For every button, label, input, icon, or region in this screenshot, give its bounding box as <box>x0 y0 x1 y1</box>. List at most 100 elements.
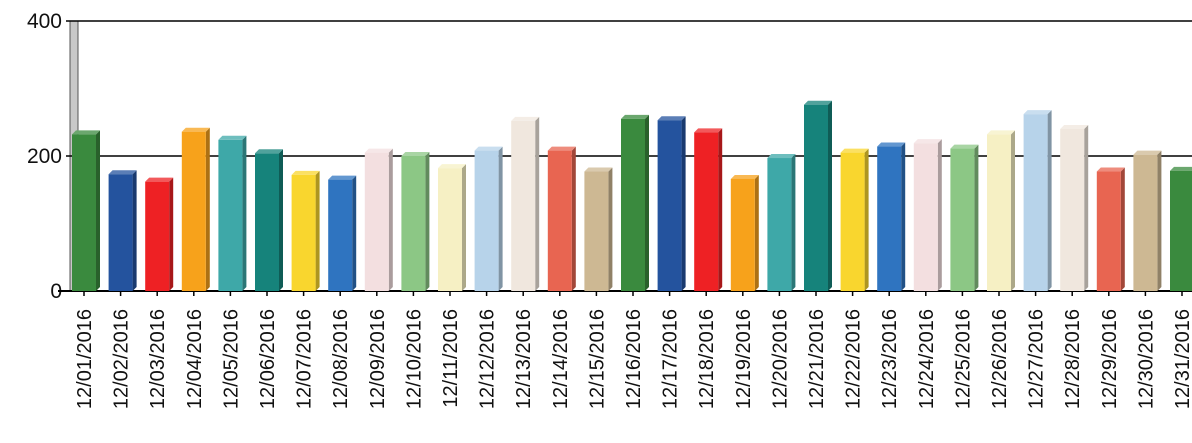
bar <box>328 175 357 291</box>
y-tick-label: 400 <box>27 10 62 33</box>
bar-top <box>657 116 686 121</box>
bar-side <box>681 116 686 291</box>
x-tick-label: 12/29/2016 <box>1099 309 1121 409</box>
bar-side <box>352 175 357 291</box>
bar-top <box>291 170 320 175</box>
bar-top <box>730 174 759 179</box>
x-tick-label: 12/16/2016 <box>623 309 645 409</box>
bar-side <box>388 148 393 291</box>
x-tick-label: 12/26/2016 <box>989 309 1011 409</box>
bar-top <box>255 149 283 154</box>
x-tick-label: 12/18/2016 <box>696 309 718 409</box>
bar-top <box>1096 167 1125 172</box>
x-tick-label: 12/10/2016 <box>403 309 425 409</box>
bar-front <box>328 179 353 291</box>
bar-side <box>1084 125 1089 291</box>
bar-top <box>181 127 210 132</box>
bar <box>584 167 613 291</box>
x-tick-label: 12/30/2016 <box>1135 309 1157 409</box>
x-tick-label: 12/08/2016 <box>330 309 352 409</box>
bar-front <box>730 178 755 291</box>
bar-top <box>877 142 906 147</box>
bar-top <box>1133 150 1162 155</box>
bar-top <box>913 139 942 144</box>
bar <box>877 142 906 291</box>
bar <box>364 148 393 291</box>
bar <box>511 116 540 292</box>
bar-side <box>1120 167 1125 291</box>
bar-side <box>937 139 942 291</box>
bar <box>1023 110 1052 292</box>
bar-top <box>694 128 723 133</box>
bar <box>108 170 137 291</box>
bar-side <box>425 152 430 291</box>
bar <box>255 149 283 291</box>
bar-front <box>218 139 243 291</box>
bar-front <box>1023 114 1048 292</box>
bar-front <box>1096 171 1121 291</box>
bar <box>474 146 503 291</box>
bar-front <box>108 174 133 291</box>
bar-top <box>767 154 796 159</box>
bar-side <box>1011 130 1015 291</box>
bar <box>1170 166 1192 291</box>
bar-side <box>96 130 100 291</box>
bar-top <box>474 146 503 151</box>
bar-side <box>791 154 796 291</box>
bar-side <box>718 128 723 291</box>
bar-front <box>767 158 792 291</box>
bar-top <box>584 167 613 172</box>
x-tick-label: 12/13/2016 <box>513 309 535 409</box>
x-tick-label: 12/04/2016 <box>184 309 206 409</box>
bar-top <box>145 177 174 182</box>
bar-front <box>547 150 572 291</box>
bar-side <box>974 144 979 291</box>
bar-side <box>242 135 247 291</box>
bar-front <box>987 134 1011 291</box>
bar-front <box>950 148 975 291</box>
x-tick-label: 12/27/2016 <box>1026 309 1048 409</box>
bar <box>1096 167 1125 291</box>
bar-side <box>132 170 137 291</box>
bar-top <box>547 146 576 151</box>
x-tick-label: 12/14/2016 <box>550 309 572 409</box>
bar-front <box>364 152 389 291</box>
x-tick-label: 12/01/2016 <box>74 309 96 409</box>
bar-front <box>804 104 828 291</box>
bar-front <box>657 120 682 291</box>
x-tick-label: 12/06/2016 <box>257 309 279 409</box>
x-tick-label: 12/09/2016 <box>367 309 389 409</box>
bar-top <box>438 164 466 169</box>
bar-front <box>913 143 938 291</box>
bar-top <box>1170 166 1192 171</box>
bar <box>547 146 576 291</box>
bar-top <box>108 170 137 175</box>
bar-top <box>511 116 540 121</box>
bar <box>291 170 320 291</box>
bar-top <box>328 175 357 180</box>
bar-top <box>1060 125 1089 129</box>
bar-front <box>438 168 462 291</box>
bar-side <box>754 174 759 291</box>
x-tick-label: 12/21/2016 <box>806 309 828 409</box>
x-tick-label: 12/22/2016 <box>843 309 865 409</box>
bar-front <box>877 146 902 291</box>
bar-front <box>401 156 426 291</box>
x-tick-label: 12/03/2016 <box>147 309 169 409</box>
bar-side <box>645 114 649 291</box>
bar-front <box>1060 129 1085 291</box>
x-tick-label: 12/02/2016 <box>111 309 133 409</box>
bar-side <box>279 149 283 291</box>
x-tick-label: 12/25/2016 <box>952 309 974 409</box>
x-tick-label: 12/07/2016 <box>294 309 316 409</box>
bar-side <box>571 146 576 291</box>
bar-side <box>535 116 540 292</box>
bar-side <box>169 177 174 291</box>
bar <box>218 135 247 291</box>
bar-top <box>1023 110 1052 115</box>
bar <box>72 130 100 291</box>
bar-side <box>608 167 613 291</box>
x-tick-label: 12/28/2016 <box>1062 309 1084 409</box>
